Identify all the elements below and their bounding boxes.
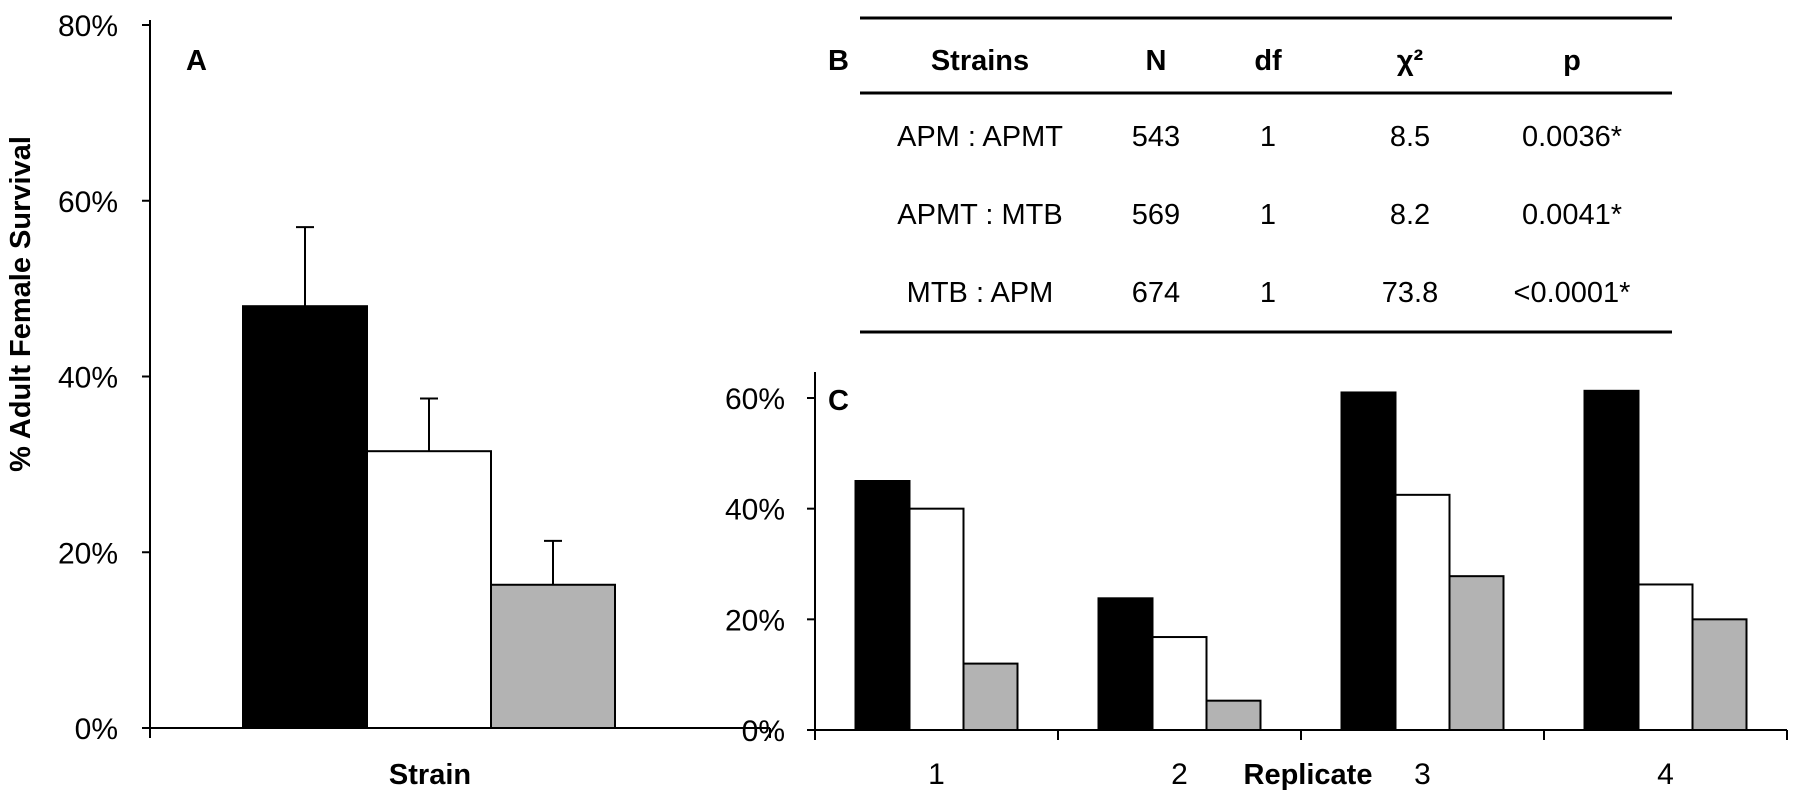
table-cell: 543 xyxy=(1132,121,1180,153)
panel-c-y-tick-label: 0% xyxy=(742,715,785,748)
panel-c-label: C xyxy=(828,385,849,417)
panel-a-label: A xyxy=(186,45,207,77)
panel-c-bar xyxy=(962,662,1019,731)
table-column-header: N xyxy=(1146,45,1167,77)
table-column-header: df xyxy=(1254,45,1282,77)
panel-a-bar xyxy=(366,450,492,729)
panel-c-bar xyxy=(1448,575,1505,731)
panel-c-x-tick-label: 2 xyxy=(1171,758,1188,791)
panel-c-x-tick-label: 4 xyxy=(1657,758,1674,791)
panel-a-y-axis-title: % Adult Female Survival xyxy=(5,136,37,472)
panel-c-bar xyxy=(1691,618,1748,731)
table-cell: APMT : MTB xyxy=(897,199,1062,231)
panel-a-y-tick-label: 0% xyxy=(75,713,118,746)
panel-a-y-tick-label: 80% xyxy=(58,10,118,43)
table-cell: <0.0001* xyxy=(1514,277,1631,309)
table-cell: 674 xyxy=(1132,277,1180,309)
table-cell: 569 xyxy=(1132,199,1180,231)
table-column-header: Strains xyxy=(931,45,1029,77)
panel-c-bar xyxy=(1151,636,1208,731)
table-cell: MTB : APM xyxy=(907,277,1054,309)
panel-a-bar xyxy=(242,305,368,729)
panel-c-bar xyxy=(1097,597,1154,731)
table-column-header: χ² xyxy=(1397,45,1424,77)
panel-c-bar xyxy=(854,480,911,731)
panel-c-y-tick-label: 40% xyxy=(725,494,785,527)
panel-c-x-tick-label: 3 xyxy=(1414,758,1431,791)
panel-c-y-tick-label: 60% xyxy=(725,383,785,416)
panel-a-x-axis-title: Strain xyxy=(389,759,471,791)
table-cell: 0.0041* xyxy=(1522,199,1622,231)
panel-a-survival-chart: A % Adult Female Survival Strain 0% 20% 40… xyxy=(5,10,771,791)
table-cell: 1 xyxy=(1260,121,1276,153)
table-column-header: p xyxy=(1563,45,1581,77)
panel-c-x-axis-title: Replicate xyxy=(1244,759,1373,791)
panel-a-bar xyxy=(490,583,616,729)
panel-c-bar xyxy=(1583,389,1640,731)
table-cell: 8.2 xyxy=(1390,199,1430,231)
panel-c-bar xyxy=(1205,699,1262,732)
panel-c-bar xyxy=(1394,493,1451,732)
panel-a-y-tick-label: 40% xyxy=(58,362,118,395)
panel-c-y-tick-label: 20% xyxy=(725,604,785,637)
panel-c-bar xyxy=(1637,583,1694,731)
panel-c-bar xyxy=(1340,391,1397,731)
table-cell: 73.8 xyxy=(1382,277,1438,309)
table-cell: 1 xyxy=(1260,199,1276,231)
panel-c-replicate-chart: C Replicate 0% 20% 40% 60% 1 2 3 4 xyxy=(725,372,1788,791)
panel-a-y-tick-label: 20% xyxy=(58,537,118,570)
panel-c-bar xyxy=(908,507,965,731)
table-cell: 8.5 xyxy=(1390,121,1430,153)
panel-c-x-tick-label: 1 xyxy=(928,758,945,791)
table-cell: APM : APMT xyxy=(897,121,1063,153)
panel-b-label: B xyxy=(828,45,849,77)
table-cell: 1 xyxy=(1260,277,1276,309)
table-cell: 0.0036* xyxy=(1522,121,1622,153)
panel-a-y-tick-label: 60% xyxy=(58,186,118,219)
